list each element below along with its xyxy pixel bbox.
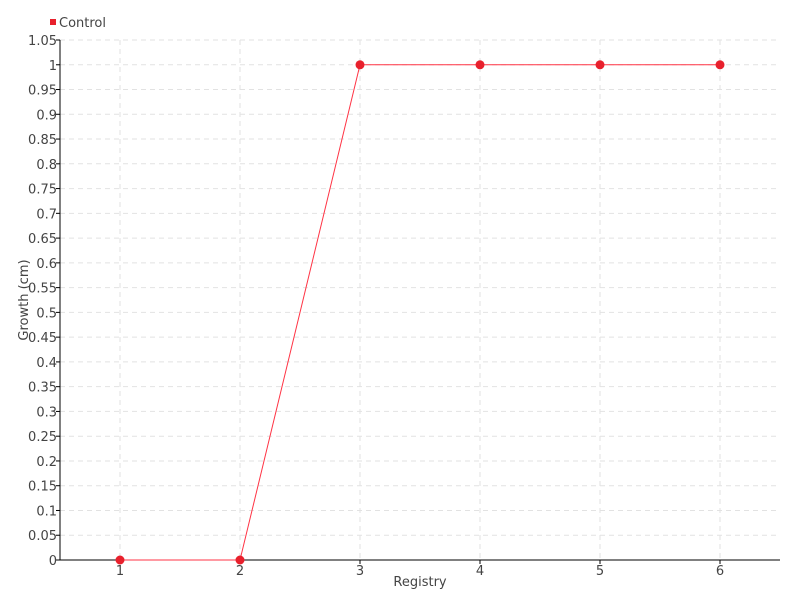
legend-label: Control [59,16,106,31]
y-tick-label: 0.75 [28,183,57,198]
tick-labels: 0 0.05 0.1 0.15 0.2 0.25 0.3 0.35 0.4 0.45 0.5 0.55… [28,34,724,579]
y-tick-label: 0.15 [28,480,57,495]
data-point[interactable] [115,555,125,565]
y-tick-label: 0.8 [36,158,57,173]
y-tick-label: 1 [49,59,57,74]
y-tick-label: 0.2 [36,455,57,470]
legend-swatch [50,19,56,25]
grid [60,39,780,560]
y-tick-label: 0.6 [36,257,57,272]
y-tick-label: 0.95 [28,84,57,99]
x-tick-label: 5 [596,564,604,579]
y-tick-label: 0 [49,554,57,569]
x-axis-title: Registry [393,575,447,590]
legend[interactable]: Control [50,16,106,31]
x-tick-label: 6 [716,564,724,579]
y-tick-label: 0.05 [28,529,57,544]
data-point[interactable] [595,60,605,70]
y-tick-label: 0.4 [36,356,57,371]
data-point[interactable] [475,60,485,70]
data-point[interactable] [355,60,365,70]
x-tick-label: 2 [236,564,244,579]
y-tick-label: 0.35 [28,381,57,396]
x-tick-label: 1 [116,564,124,579]
y-tick-label: 0.1 [36,504,57,519]
y-tick-label: 1.05 [28,34,57,49]
axes [56,39,780,564]
x-tick-label: 3 [356,564,364,579]
series [115,60,725,565]
y-tick-label: 0.85 [28,133,57,148]
y-axis-title: Growth (cm) [17,259,32,340]
y-tick-label: 0.55 [28,282,57,297]
y-tick-label: 0.25 [28,430,57,445]
y-tick-label: 0.5 [36,306,57,321]
y-tick-label: 0.7 [36,207,57,222]
data-point[interactable] [235,555,245,565]
series-line [120,64,720,561]
x-tick-label: 4 [476,564,484,579]
y-tick-label: 0.3 [36,405,57,420]
y-tick-label: 0.65 [28,232,57,247]
y-tick-label: 0.9 [36,108,57,123]
y-tick-label: 0.45 [28,331,57,346]
data-point[interactable] [715,60,725,70]
